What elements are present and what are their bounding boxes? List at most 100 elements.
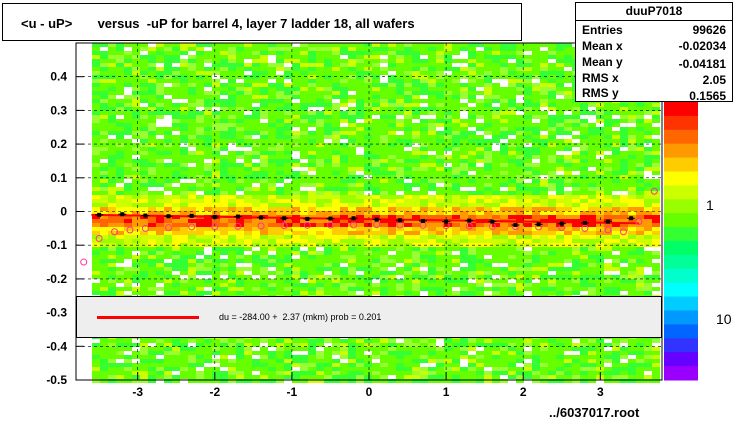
heatmap-cell bbox=[324, 67, 332, 71]
heatmap-cell bbox=[516, 255, 524, 259]
heatmap-cell bbox=[180, 43, 188, 47]
heatmap-cell bbox=[268, 171, 276, 175]
heatmap-cell bbox=[428, 63, 436, 67]
heatmap-cell bbox=[580, 375, 588, 379]
heatmap-cell bbox=[516, 139, 524, 143]
heatmap-cell bbox=[356, 91, 364, 95]
heatmap-cell bbox=[580, 239, 588, 243]
heatmap-cell bbox=[236, 363, 244, 367]
heatmap-cell bbox=[148, 143, 156, 147]
heatmap-cell bbox=[492, 67, 500, 71]
heatmap-cell bbox=[260, 163, 268, 167]
heatmap-cell bbox=[204, 279, 212, 283]
heatmap-cell bbox=[308, 183, 316, 187]
heatmap-cell bbox=[100, 135, 108, 139]
heatmap-cell bbox=[364, 71, 372, 75]
heatmap-cell bbox=[116, 379, 124, 383]
heatmap-cell bbox=[316, 95, 324, 99]
heatmap-cell bbox=[380, 223, 388, 227]
heatmap-cell bbox=[188, 43, 196, 47]
heatmap-cell bbox=[372, 215, 380, 219]
heatmap-cell bbox=[316, 159, 324, 163]
heatmap-cell bbox=[292, 123, 300, 127]
heatmap-cell bbox=[516, 155, 524, 159]
heatmap-cell bbox=[316, 147, 324, 151]
heatmap-cell bbox=[516, 211, 524, 215]
heatmap-cell bbox=[532, 135, 540, 139]
heatmap-cell bbox=[236, 355, 244, 359]
heatmap-cell bbox=[476, 83, 484, 87]
heatmap-cell bbox=[404, 367, 412, 371]
heatmap-cell bbox=[444, 147, 452, 151]
heatmap-cell bbox=[444, 231, 452, 235]
heatmap-cell bbox=[508, 211, 516, 215]
heatmap-cell bbox=[460, 195, 468, 199]
heatmap-cell bbox=[180, 359, 188, 363]
heatmap-cell bbox=[324, 127, 332, 131]
heatmap-cell bbox=[460, 151, 468, 155]
heatmap-cell bbox=[212, 47, 220, 51]
heatmap-cell bbox=[100, 175, 108, 179]
heatmap-cell bbox=[180, 203, 188, 207]
heatmap-cell bbox=[212, 175, 220, 179]
heatmap-cell bbox=[332, 79, 340, 83]
heatmap-cell bbox=[492, 259, 500, 263]
heatmap-cell bbox=[276, 123, 284, 127]
heatmap-cell bbox=[404, 183, 412, 187]
heatmap-cell bbox=[580, 123, 588, 127]
heatmap-cell bbox=[148, 159, 156, 163]
heatmap-cell bbox=[532, 47, 540, 51]
heatmap-cell bbox=[564, 99, 572, 103]
heatmap-cell bbox=[332, 123, 340, 127]
heatmap-cell bbox=[404, 103, 412, 107]
heatmap-cell bbox=[380, 91, 388, 95]
heatmap-cell bbox=[516, 143, 524, 147]
heatmap-cell bbox=[388, 247, 396, 251]
heatmap-cell bbox=[324, 119, 332, 123]
heatmap-cell bbox=[428, 259, 436, 263]
heatmap-cell bbox=[276, 107, 284, 111]
heatmap-cell bbox=[316, 379, 324, 383]
heatmap-cell bbox=[300, 199, 308, 203]
heatmap-cell bbox=[404, 127, 412, 131]
heatmap-cell bbox=[260, 187, 268, 191]
heatmap-cell bbox=[556, 195, 564, 199]
heatmap-cell bbox=[172, 71, 180, 75]
heatmap-cell bbox=[316, 171, 324, 175]
heatmap-cell bbox=[476, 155, 484, 159]
heatmap-cell bbox=[236, 207, 244, 211]
heatmap-cell bbox=[244, 119, 252, 123]
heatmap-cell bbox=[236, 115, 244, 119]
heatmap-cell bbox=[228, 207, 236, 211]
heatmap-cell bbox=[196, 159, 204, 163]
heatmap-cell bbox=[540, 211, 548, 215]
heatmap-cell bbox=[348, 75, 356, 79]
heatmap-cell bbox=[260, 135, 268, 139]
heatmap-cell bbox=[332, 183, 340, 187]
heatmap-cell bbox=[332, 115, 340, 119]
heatmap-cell bbox=[492, 199, 500, 203]
heatmap-cell bbox=[420, 279, 428, 283]
heatmap-cell bbox=[396, 187, 404, 191]
heatmap-cell bbox=[412, 367, 420, 371]
heatmap-cell bbox=[484, 223, 492, 227]
heatmap-cell bbox=[308, 267, 316, 271]
heatmap-cell bbox=[180, 211, 188, 215]
heatmap-cell bbox=[188, 259, 196, 263]
heatmap-cell bbox=[236, 51, 244, 55]
heatmap-cell bbox=[500, 259, 508, 263]
heatmap-cell bbox=[172, 103, 180, 107]
heatmap-cell bbox=[348, 247, 356, 251]
heatmap-cell bbox=[148, 115, 156, 119]
heatmap-cell bbox=[444, 143, 452, 147]
heatmap-cell bbox=[436, 103, 444, 107]
heatmap-cell bbox=[92, 359, 100, 363]
heatmap-cell bbox=[140, 119, 148, 123]
heatmap-cell bbox=[532, 63, 540, 67]
heatmap-cell bbox=[396, 199, 404, 203]
heatmap-cell bbox=[124, 267, 132, 271]
heatmap-cell bbox=[132, 375, 140, 379]
heatmap-cell bbox=[476, 67, 484, 71]
heatmap-cell bbox=[500, 351, 508, 355]
heatmap-cell bbox=[476, 191, 484, 195]
